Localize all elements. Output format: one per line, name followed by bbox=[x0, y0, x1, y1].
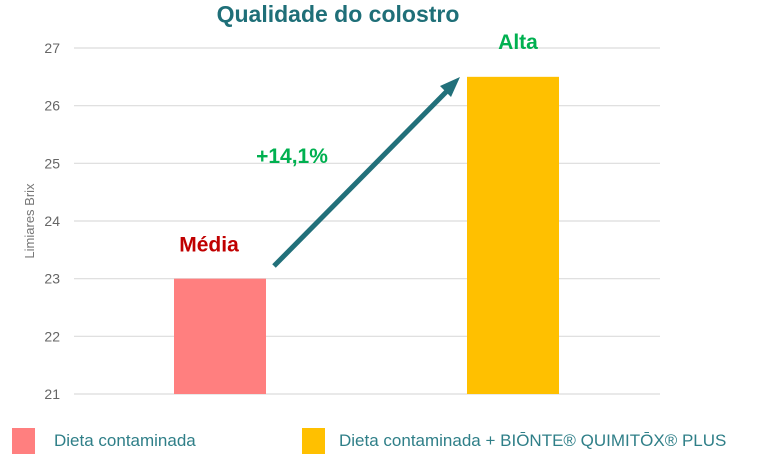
legend-label-1: Dieta contaminada bbox=[54, 431, 196, 450]
legend-item-1: Dieta contaminada bbox=[12, 428, 196, 454]
y-tick-label: 21 bbox=[44, 386, 60, 402]
bar bbox=[174, 278, 266, 394]
increase-annotation: +14,1% bbox=[256, 145, 328, 168]
bar-label: Média bbox=[179, 234, 239, 257]
legend-swatch-2 bbox=[302, 428, 325, 454]
y-tick-label: 27 bbox=[44, 40, 60, 56]
bar-label: Alta bbox=[498, 31, 538, 54]
bar bbox=[467, 76, 559, 394]
y-axis-label: Limiares Brix bbox=[22, 183, 37, 259]
y-tick-label: 26 bbox=[44, 98, 60, 114]
legend-item-2: Dieta contaminada + BIŌNTE® QUIMITŌX® PL… bbox=[302, 428, 726, 454]
y-tick-label: 24 bbox=[44, 213, 60, 229]
legend-swatch-1 bbox=[12, 428, 35, 454]
y-tick-label: 25 bbox=[44, 155, 60, 171]
legend-label-2: Dieta contaminada + BIŌNTE® QUIMITŌX® PL… bbox=[339, 431, 727, 450]
y-tick-label: 22 bbox=[44, 328, 60, 344]
chart-title: Qualidade do colostro bbox=[217, 1, 460, 27]
y-tick-label: 23 bbox=[44, 271, 60, 287]
increase-arrow bbox=[272, 77, 460, 268]
